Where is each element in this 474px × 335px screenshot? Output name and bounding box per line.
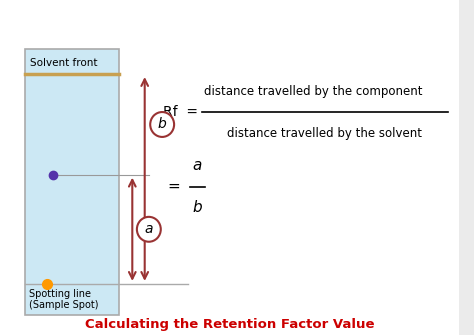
Text: b: b <box>193 200 202 215</box>
Text: a: a <box>145 222 153 236</box>
FancyBboxPatch shape <box>0 0 464 335</box>
Text: =: = <box>168 179 181 194</box>
Text: distance travelled by the solvent: distance travelled by the solvent <box>228 127 422 140</box>
Text: Spotting line
(Sample Spot): Spotting line (Sample Spot) <box>29 288 99 310</box>
Circle shape <box>137 217 161 242</box>
Text: b: b <box>158 118 166 131</box>
Text: Calculating the Retention Factor Value: Calculating the Retention Factor Value <box>85 318 374 331</box>
FancyBboxPatch shape <box>25 49 119 315</box>
Circle shape <box>150 112 174 137</box>
Text: distance travelled by the component: distance travelled by the component <box>204 85 423 98</box>
Text: Solvent front: Solvent front <box>30 58 97 68</box>
Text: a: a <box>193 158 202 173</box>
Text: Rf  =: Rf = <box>163 106 198 120</box>
